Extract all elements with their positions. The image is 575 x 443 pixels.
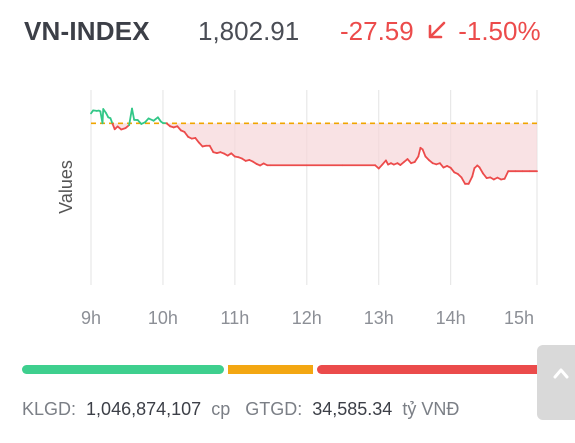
x-tick-label: 15h: [504, 308, 534, 328]
line-segment: [101, 108, 105, 125]
volume-value: 1,046,874,107: [86, 399, 202, 419]
line-segment: [438, 162, 445, 169]
index-change-points: -27.59: [340, 16, 414, 46]
chart-grid: [90, 90, 538, 285]
index-name: VN-INDEX: [24, 16, 150, 46]
x-tick-label: 13h: [364, 308, 394, 328]
line-segment: [421, 148, 427, 158]
line-segment: [413, 155, 420, 163]
index-header: VN-INDEX 1,802.91 -27.59 -1.50%: [0, 0, 575, 60]
declining-segment: [316, 365, 558, 374]
line-segment: [152, 116, 159, 122]
intraday-chart: Values 9h 10h 11h 12h 13h 14h 15h: [56, 90, 538, 328]
trading-summary: KLGD: 1,046,874,107 cp GTGD: 34,585.34 t…: [22, 399, 562, 420]
x-tick-label: 14h: [436, 308, 466, 328]
chevron-up-icon: [553, 368, 569, 379]
turnover-unit: tỷ VNĐ: [402, 399, 460, 419]
line-segment: [208, 144, 215, 154]
x-axis-ticks: 9h 10h 11h 12h 13h 14h 15h: [81, 308, 534, 328]
turnover-label: GTGD:: [245, 399, 303, 419]
volume-label: KLGD:: [22, 399, 77, 419]
x-tick-label: 12h: [292, 308, 322, 328]
arrow-down-left-icon: [427, 16, 447, 47]
x-tick-label: 9h: [81, 308, 101, 328]
scroll-up-button[interactable]: [537, 345, 575, 420]
below-reference-area: [91, 123, 537, 184]
line-segment: [460, 176, 466, 185]
line-segment: [449, 166, 456, 174]
line-segment: [128, 107, 133, 126]
index-line: [90, 107, 538, 185]
line-segment: [109, 117, 114, 125]
line-segment: [503, 170, 510, 180]
x-tick-label: 11h: [221, 308, 250, 328]
line-segment: [183, 131, 190, 138]
unchanged-segment: [228, 365, 313, 374]
line-segment: [471, 167, 476, 178]
line-segment: [482, 172, 488, 179]
line-segment: [478, 166, 484, 175]
index-change-percent: -1.50%: [458, 16, 541, 46]
index-value: 1,802.91: [198, 16, 300, 46]
line-segment: [176, 125, 182, 132]
line-segment: [131, 107, 136, 121]
x-tick-label: 10h: [148, 308, 178, 328]
index-change: -27.59 -1.50%: [340, 16, 541, 47]
y-axis-label: Values: [56, 160, 76, 214]
line-segment: [406, 158, 413, 165]
volume-unit: cp: [211, 399, 231, 419]
line-segment: [147, 117, 155, 122]
market-breadth-bar: [22, 365, 558, 374]
turnover-value: 34,585.34: [312, 399, 393, 419]
line-segment: [467, 175, 474, 185]
advancing-segment: [22, 365, 225, 374]
line-segment: [194, 137, 200, 144]
line-segment: [417, 146, 422, 158]
